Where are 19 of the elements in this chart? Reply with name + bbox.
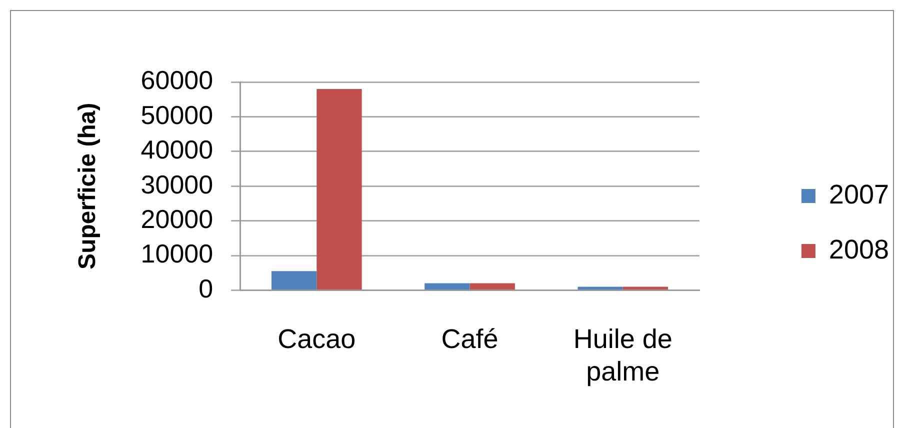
- bar: [316, 88, 362, 290]
- y-tick-label: 60000: [140, 65, 214, 96]
- y-tick-label: 40000: [140, 134, 214, 165]
- bar: [424, 283, 470, 290]
- y-tick-label: 20000: [140, 204, 214, 234]
- bar: [271, 271, 317, 290]
- y-axis-title: Superficie (ha): [74, 102, 102, 270]
- legend-label: 2007: [828, 179, 890, 210]
- bar: [470, 283, 515, 290]
- bar: [578, 286, 623, 290]
- legend-label: 2008: [828, 234, 890, 264]
- x-tick-label: Huile de palme: [573, 324, 672, 386]
- y-tick-label: 10000: [140, 238, 214, 269]
- y-tick-label: 0: [198, 273, 214, 304]
- y-tick-label: 30000: [140, 169, 214, 200]
- bar: [622, 286, 668, 290]
- y-tick-label: 50000: [140, 100, 214, 130]
- x-tick-label: Café: [441, 324, 498, 354]
- x-tick-label: Cacao: [278, 324, 356, 354]
